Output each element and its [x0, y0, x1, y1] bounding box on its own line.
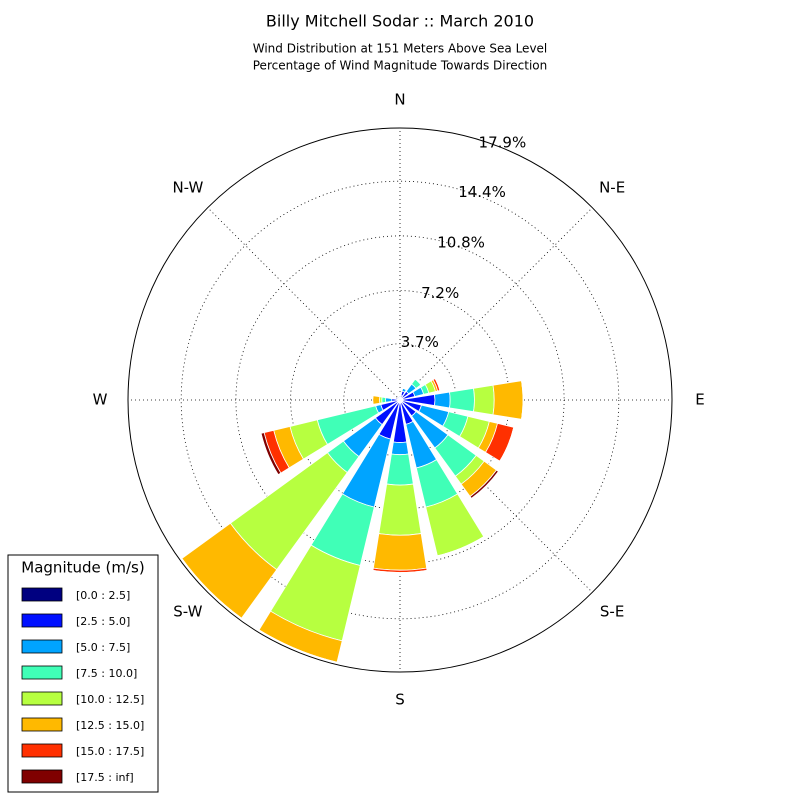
rose-segment	[373, 396, 380, 405]
r-tick-label: 3.7%	[401, 333, 439, 351]
legend-title: Magnitude (m/s)	[21, 559, 144, 577]
r-tick-label: 14.4%	[458, 183, 506, 201]
direction-label: W	[93, 391, 108, 409]
direction-label: S	[395, 691, 405, 709]
legend-swatch	[22, 666, 62, 679]
legend-swatch	[22, 614, 62, 627]
angular-grid-line	[208, 208, 400, 400]
rose-segment	[386, 398, 392, 403]
direction-label: S-E	[600, 603, 624, 621]
legend-label: [10.0 : 12.5]	[76, 693, 144, 706]
rose-segment	[387, 454, 414, 485]
legend-label: [12.5 : 15.0]	[76, 719, 144, 732]
direction-label: N	[394, 91, 405, 109]
direction-label: S-W	[173, 603, 202, 621]
legend-swatch	[22, 640, 62, 653]
rose-segment	[474, 385, 495, 414]
r-tick-label: 7.2%	[421, 284, 459, 302]
direction-label: N-E	[599, 178, 625, 196]
rose-segment	[435, 392, 451, 408]
bars	[182, 379, 523, 663]
legend-label: [0.0 : 2.5]	[76, 589, 130, 602]
chart-subtitle: Wind Distribution at 151 Meters Above Se…	[253, 42, 548, 56]
legend-label: [5.0 : 7.5]	[76, 641, 130, 654]
rose-segment	[379, 484, 421, 535]
rose-segment	[396, 398, 397, 399]
r-tick-label: 10.8%	[437, 233, 485, 251]
chart-title: Billy Mitchell Sodar :: March 2010	[266, 12, 534, 31]
rose-segment	[391, 442, 408, 455]
direction-label: N-W	[172, 178, 203, 196]
legend-label: [15.0 : 17.5]	[76, 745, 144, 758]
legend: Magnitude (m/s) [0.0 : 2.5] [2.5 : 5.0] [5…	[8, 555, 158, 792]
legend-label: [7.5 : 10.0]	[76, 667, 137, 680]
rose-segment	[373, 534, 426, 571]
legend-swatch	[22, 744, 62, 757]
legend-label: [17.5 : inf]	[76, 771, 134, 784]
legend-swatch	[22, 588, 62, 601]
r-tick-label: 17.9%	[479, 134, 527, 152]
rose-segment	[493, 381, 523, 420]
direction-label: E	[695, 391, 704, 409]
legend-swatch	[22, 692, 62, 705]
rose-segment	[450, 388, 475, 411]
legend-label: [2.5 : 5.0]	[76, 615, 130, 628]
rose-segment	[382, 397, 386, 403]
legend-swatch	[22, 718, 62, 731]
angular-grid-line	[400, 208, 592, 400]
chart-subtitle: Percentage of Wind Magnitude Towards Dir…	[253, 59, 547, 73]
legend-swatch	[22, 770, 62, 783]
